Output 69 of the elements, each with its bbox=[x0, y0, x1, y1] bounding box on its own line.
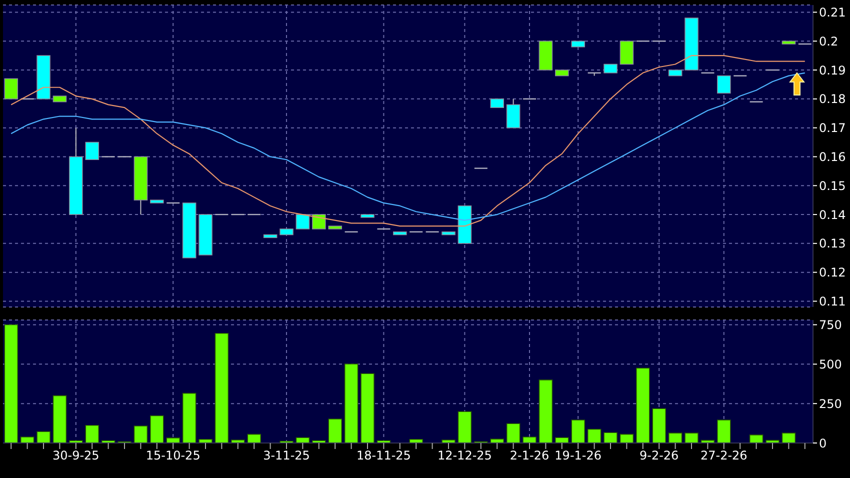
bar bbox=[247, 434, 262, 443]
bar bbox=[36, 431, 50, 443]
x-tick-label: 9-2-26 bbox=[640, 448, 679, 463]
y-tick-label: 0.2 bbox=[819, 34, 838, 48]
bar bbox=[458, 411, 472, 443]
y-tick-label: 0.13 bbox=[819, 236, 846, 251]
candlestick bbox=[85, 142, 100, 160]
bar bbox=[69, 440, 83, 443]
x-tick-label: 15-10-25 bbox=[146, 448, 200, 463]
bar bbox=[296, 437, 310, 443]
bar bbox=[604, 432, 618, 443]
bar bbox=[782, 432, 796, 443]
bar bbox=[636, 368, 650, 443]
bar bbox=[52, 395, 67, 443]
y-tick-label: 0.11 bbox=[819, 294, 846, 308]
bar bbox=[85, 424, 100, 443]
bar bbox=[490, 438, 504, 443]
candlestick bbox=[717, 75, 731, 94]
x-tick-label: 3-11-25 bbox=[263, 448, 310, 463]
y-tick-label: 0 bbox=[819, 436, 827, 450]
x-tick-label: 30-9-25 bbox=[52, 448, 100, 463]
bar bbox=[538, 380, 553, 443]
bar bbox=[328, 418, 342, 443]
bar bbox=[506, 423, 520, 443]
bar bbox=[684, 432, 698, 443]
y-tick-label: 750 bbox=[819, 318, 842, 332]
y-tick-label: 250 bbox=[819, 396, 842, 411]
bar bbox=[652, 408, 666, 443]
bar bbox=[182, 392, 196, 443]
candlestick bbox=[620, 40, 634, 65]
bar bbox=[620, 434, 634, 443]
bar bbox=[571, 420, 586, 443]
bar bbox=[587, 428, 602, 443]
candlestick bbox=[312, 214, 326, 230]
bar bbox=[231, 440, 245, 443]
y-tick-label: 0.16 bbox=[819, 150, 846, 164]
x-tick-label: 19-1-26 bbox=[554, 448, 602, 463]
bar bbox=[717, 420, 731, 443]
bar bbox=[522, 436, 536, 443]
bar bbox=[150, 415, 164, 443]
y-tick-label: 0.14 bbox=[819, 208, 846, 222]
bar bbox=[555, 437, 569, 443]
bar bbox=[312, 440, 326, 443]
y-tick-label: 0.12 bbox=[819, 266, 846, 280]
bar bbox=[376, 440, 391, 443]
bar bbox=[101, 440, 116, 443]
bar bbox=[20, 436, 34, 443]
bar bbox=[166, 438, 180, 443]
bar bbox=[668, 432, 682, 443]
y-tick-label: 0.18 bbox=[819, 92, 846, 106]
bar bbox=[4, 324, 18, 443]
x-tick-label: 18-11-25 bbox=[356, 448, 411, 463]
y-tick-label: 0.15 bbox=[819, 178, 846, 193]
candlestick bbox=[4, 78, 18, 100]
bar bbox=[749, 434, 764, 443]
y-tick-label: 500 bbox=[819, 357, 842, 372]
bar bbox=[134, 426, 148, 443]
candlestick bbox=[296, 214, 310, 230]
bar bbox=[214, 333, 229, 443]
bar bbox=[360, 373, 374, 443]
y-tick-label: 0.21 bbox=[819, 5, 846, 20]
y-tick-label: 0.17 bbox=[819, 121, 846, 136]
x-tick-label: 2-1-26 bbox=[510, 448, 550, 463]
candlestick bbox=[506, 98, 520, 128]
x-tick-label: 27-2-26 bbox=[700, 448, 748, 463]
bar bbox=[344, 364, 358, 443]
y-tick-label: 0.19 bbox=[819, 63, 846, 78]
bar bbox=[442, 440, 456, 443]
x-tick-label: 12-12-25 bbox=[437, 448, 492, 463]
